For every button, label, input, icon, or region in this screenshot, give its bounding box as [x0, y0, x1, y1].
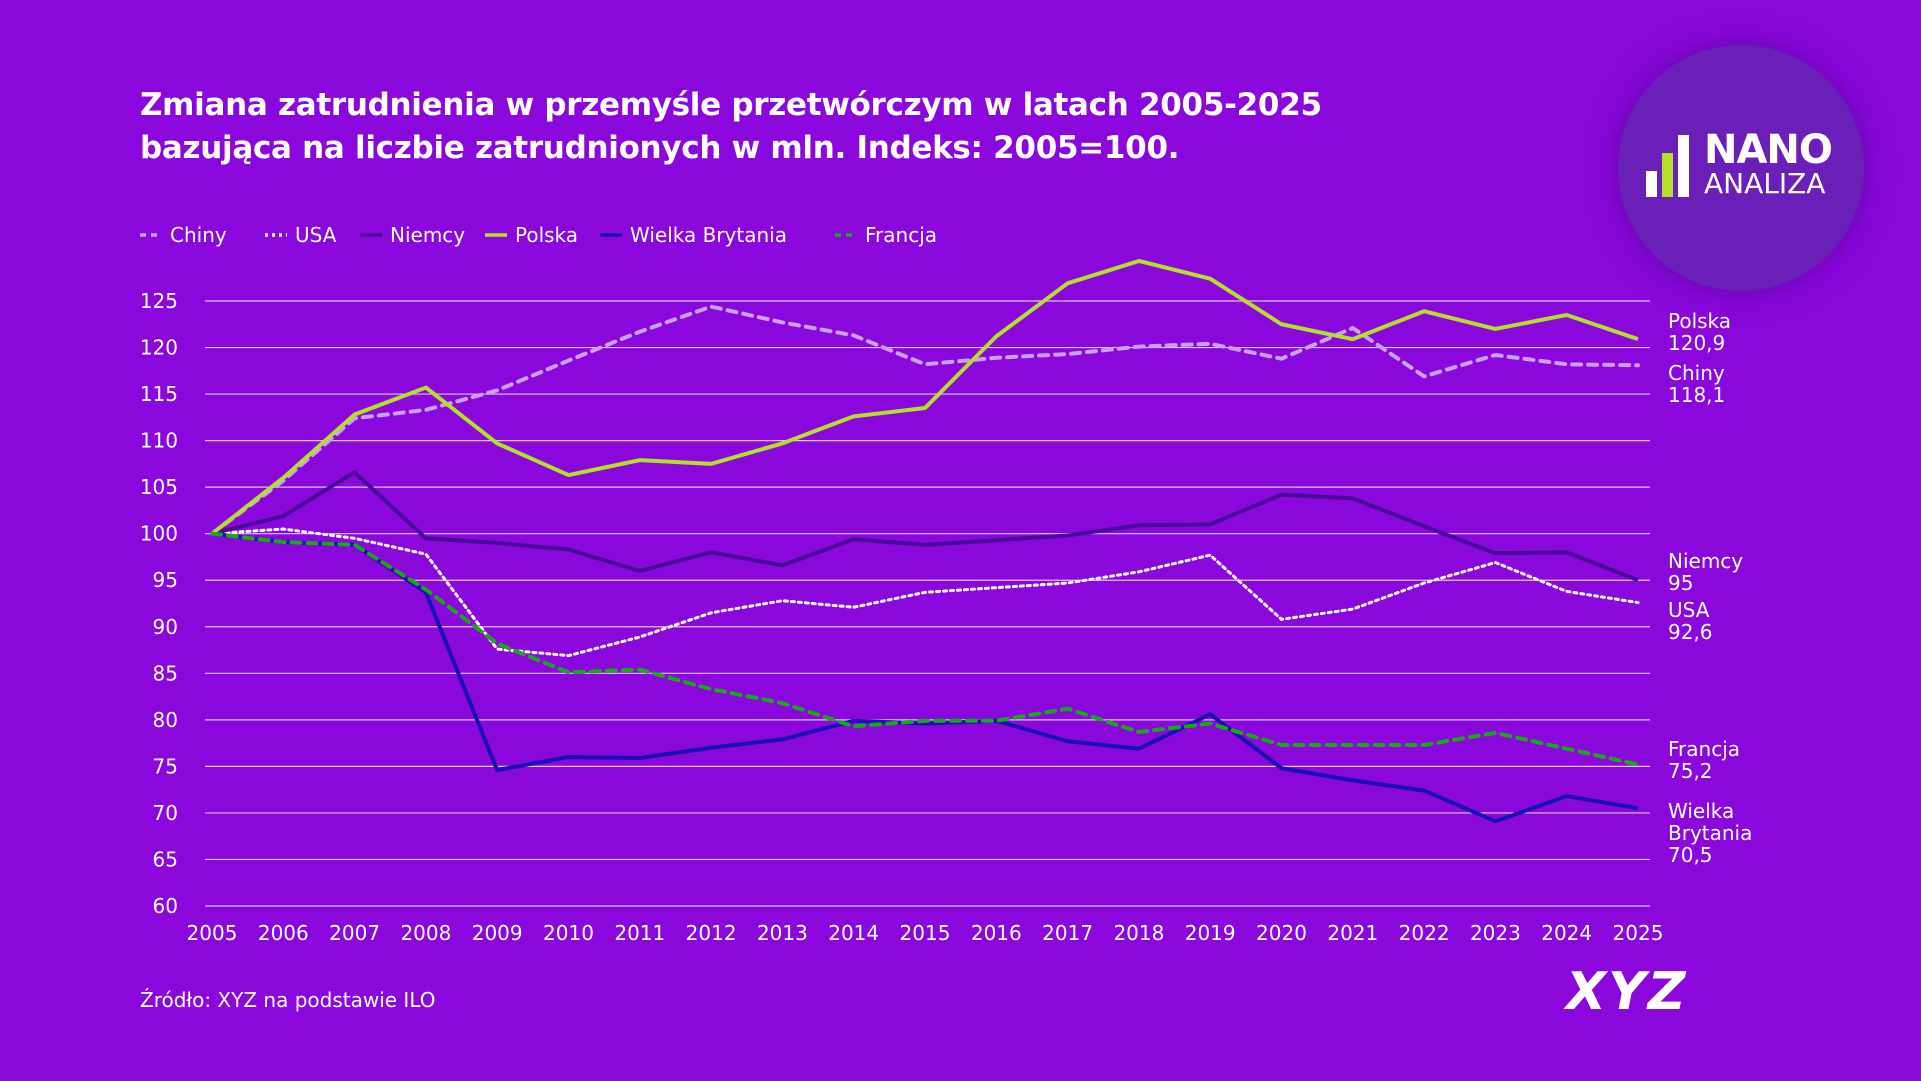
source-note: Źródło: XYZ na podstawie ILO: [140, 988, 436, 1012]
logo-text-nano: NANO: [1704, 127, 1833, 173]
end-label-value: 95: [1668, 571, 1693, 595]
y-tick-label: 110: [140, 429, 178, 453]
legend-label: Polska: [515, 223, 578, 247]
legend-label: Niemcy: [390, 223, 465, 247]
y-tick-label: 105: [140, 475, 178, 499]
nano-analiza-logo: NANO ANALIZA: [1618, 45, 1864, 291]
end-label-name: USA: [1668, 598, 1710, 622]
end-label-name: Brytania: [1668, 821, 1752, 845]
legend-label: Wielka Brytania: [630, 223, 787, 247]
x-tick-label: 2025: [1613, 921, 1664, 945]
end-label-value: 70,5: [1668, 843, 1713, 867]
legend-label: Chiny: [170, 223, 227, 247]
x-tick-label: 2023: [1470, 921, 1521, 945]
end-label-value: 92,6: [1668, 620, 1713, 644]
title-line-2: bazująca na liczbie zatrudnionych w mln.…: [140, 130, 1180, 166]
series-line-polska: [210, 258, 1639, 536]
end-label-value: 118,1: [1668, 383, 1725, 407]
bar-chart-icon: [1646, 135, 1698, 197]
end-label-name: Niemcy: [1668, 549, 1743, 573]
y-tick-label: 60: [153, 894, 178, 918]
y-tick-label: 90: [153, 615, 178, 639]
y-tick-label: 75: [153, 754, 178, 778]
x-tick-label: 2012: [686, 921, 737, 945]
series-line-francja: [210, 531, 1640, 767]
y-tick-label: 95: [153, 568, 178, 592]
x-tick-label: 2006: [258, 921, 309, 945]
x-tick-label: 2015: [900, 921, 951, 945]
logo-text-analiza: ANALIZA: [1704, 167, 1826, 200]
end-label-value: 120,9: [1668, 331, 1725, 355]
x-tick-label: 2016: [971, 921, 1022, 945]
x-tick-label: 2013: [757, 921, 808, 945]
x-tick-label: 2008: [400, 921, 451, 945]
y-tick-label: 120: [140, 336, 178, 360]
x-tick-label: 2018: [1113, 921, 1164, 945]
x-tick-label: 2010: [543, 921, 594, 945]
x-tick-label: 2020: [1256, 921, 1307, 945]
x-tick-label: 2021: [1327, 921, 1378, 945]
legend-label: Francja: [865, 223, 937, 247]
end-label-name: Polska: [1668, 309, 1731, 333]
y-tick-label: 125: [140, 289, 178, 313]
xyz-logo: XYZ: [1566, 962, 1688, 1022]
y-tick-label: 100: [140, 522, 178, 546]
x-tick-label: 2005: [187, 921, 238, 945]
series-line-chiny: [210, 304, 1640, 536]
x-tick-label: 2017: [1042, 921, 1093, 945]
y-tick-label: 85: [153, 661, 178, 685]
x-tick-label: 2011: [614, 921, 665, 945]
series-line-wielka-brytania: [211, 531, 1639, 824]
x-tick-label: 2024: [1541, 921, 1592, 945]
end-label-name: Chiny: [1668, 361, 1725, 385]
y-tick-label: 70: [153, 801, 178, 825]
x-tick-label: 2007: [329, 921, 380, 945]
x-tick-label: 2009: [472, 921, 523, 945]
x-tick-label: 2022: [1399, 921, 1450, 945]
x-tick-label: 2019: [1185, 921, 1236, 945]
y-tick-label: 80: [153, 708, 178, 732]
x-tick-label: 2014: [828, 921, 879, 945]
end-label-name: Francja: [1668, 737, 1740, 761]
legend-label: USA: [295, 223, 337, 247]
y-tick-label: 65: [153, 847, 178, 871]
title-line-1: Zmiana zatrudnienia w przemyśle przetwór…: [140, 87, 1322, 123]
end-label-name: Wielka: [1668, 799, 1734, 823]
chart-title: Zmiana zatrudnienia w przemyśle przetwór…: [140, 84, 1322, 170]
end-label-value: 75,2: [1668, 759, 1713, 783]
y-tick-label: 115: [140, 382, 178, 406]
